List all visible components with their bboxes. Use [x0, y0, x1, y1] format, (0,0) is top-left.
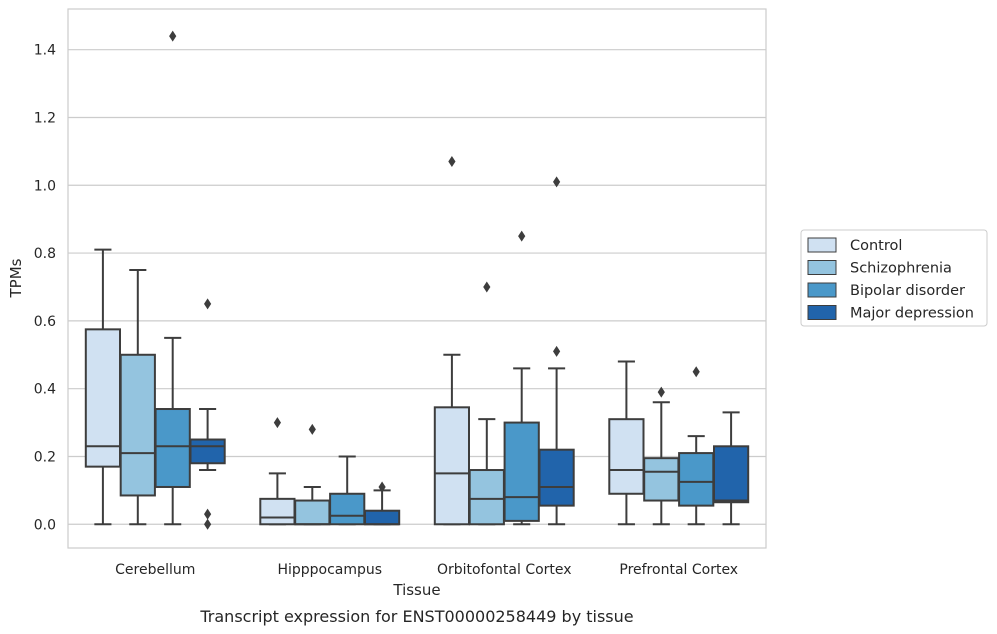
box-iqr [329, 492, 366, 526]
box-iqr [294, 499, 331, 526]
x-axis-ticks: Cerebellum Hipppocampus Orbitofontal Corte… [115, 562, 738, 578]
box-iqr [608, 418, 645, 495]
chart-caption: Transcript expression for ENST0000025844… [199, 607, 633, 626]
outlier-point [378, 481, 386, 493]
box-control [259, 417, 296, 526]
box-bipolar-disorder [329, 455, 366, 526]
legend-label: Bipolar disorder [850, 283, 965, 299]
box-iqr [503, 421, 540, 522]
box-iqr [189, 438, 226, 465]
y-tick-label: 0.4 [34, 382, 56, 398]
legend-swatch [807, 282, 837, 298]
legend: Control Schizophrenia Bipolar disorder Majo… [800, 229, 988, 327]
box-bipolar-disorder [503, 230, 540, 526]
box-control [433, 156, 471, 526]
box-control [84, 248, 122, 526]
legend-label: Control [850, 238, 902, 254]
legend-label: Major depression [850, 306, 974, 322]
outlier-point [204, 298, 212, 310]
box-iqr [643, 457, 680, 502]
y-axis-ticks: 0.0 0.2 0.4 0.6 0.8 1.0 1.2 1.4 [34, 43, 56, 534]
box-bipolar-disorder [678, 366, 715, 526]
box-major-depression [538, 176, 575, 526]
box-control [608, 360, 645, 526]
outlier-point [308, 423, 316, 435]
outlier-point [273, 417, 281, 429]
x-axis-label: Tissue [392, 581, 440, 599]
box-iqr [712, 445, 750, 504]
box-bipolar-disorder [154, 30, 191, 526]
x-tick-label: Cerebellum [115, 562, 195, 578]
box-major-depression [712, 411, 750, 526]
box-major-depression [189, 298, 226, 530]
box-iqr [468, 469, 505, 526]
y-tick-label: 1.0 [34, 178, 56, 194]
outlier-point [448, 156, 456, 168]
legend-frame [800, 229, 988, 327]
outlier-point [692, 366, 700, 378]
y-axis-label: TPMs [7, 258, 25, 298]
x-tick-label: Orbitofontal Cortex [437, 562, 572, 578]
boxes [84, 30, 750, 530]
legend-swatch [807, 305, 837, 320]
box-iqr [119, 353, 156, 497]
box-schizophrenia [294, 423, 331, 526]
y-tick-label: 0.0 [34, 517, 56, 533]
box-iqr [154, 408, 191, 488]
x-tick-label: Hipppocampus [277, 562, 382, 578]
outlier-point [204, 518, 212, 530]
outlier-point [553, 176, 561, 188]
plot-frame [67, 8, 767, 549]
x-tick-label: Prefrontal Cortex [619, 562, 738, 578]
outlier-point [204, 508, 212, 520]
legend-label: Schizophrenia [850, 261, 952, 277]
box-schizophrenia [643, 386, 680, 526]
outlier-point [169, 30, 177, 42]
legend-swatch [807, 260, 837, 275]
box-iqr [363, 509, 401, 526]
box-iqr [259, 497, 296, 526]
y-tick-label: 1.2 [34, 110, 56, 126]
outlier-point [518, 230, 526, 242]
legend-swatch [807, 237, 837, 253]
box-iqr [433, 406, 471, 526]
y-tick-label: 0.6 [34, 314, 56, 330]
y-tick-label: 0.8 [34, 246, 56, 262]
y-tick-label: 0.2 [34, 449, 56, 465]
box-iqr [538, 448, 575, 507]
y-tick-label: 1.4 [34, 43, 56, 59]
box-major-depression [363, 481, 401, 526]
outlier-point [483, 281, 491, 293]
box-schizophrenia [119, 269, 156, 526]
outlier-point [657, 386, 665, 398]
outlier-point [553, 345, 561, 357]
box-iqr [678, 452, 715, 507]
box-schizophrenia [468, 281, 505, 526]
box-iqr [84, 328, 122, 468]
